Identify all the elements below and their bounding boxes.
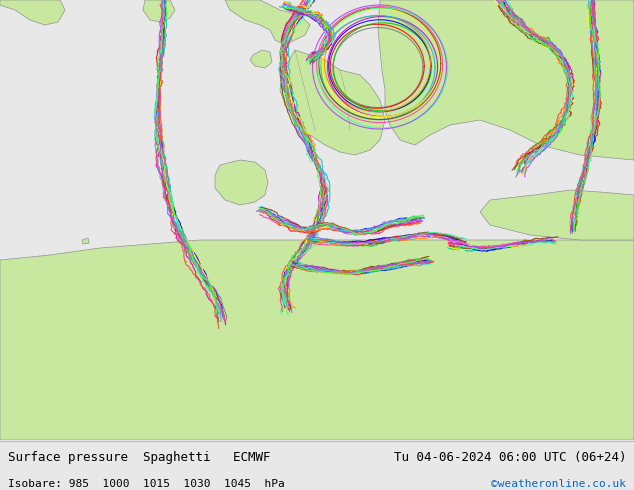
Text: ©weatheronline.co.uk: ©weatheronline.co.uk xyxy=(491,479,626,489)
Text: Isobare: 985  1000  1015  1030  1045  hPa: Isobare: 985 1000 1015 1030 1045 hPa xyxy=(8,479,285,489)
Text: Tu 04-06-2024 06:00 UTC (06+24): Tu 04-06-2024 06:00 UTC (06+24) xyxy=(394,451,626,464)
Text: Surface pressure  Spaghetti   ECMWF: Surface pressure Spaghetti ECMWF xyxy=(8,451,270,464)
